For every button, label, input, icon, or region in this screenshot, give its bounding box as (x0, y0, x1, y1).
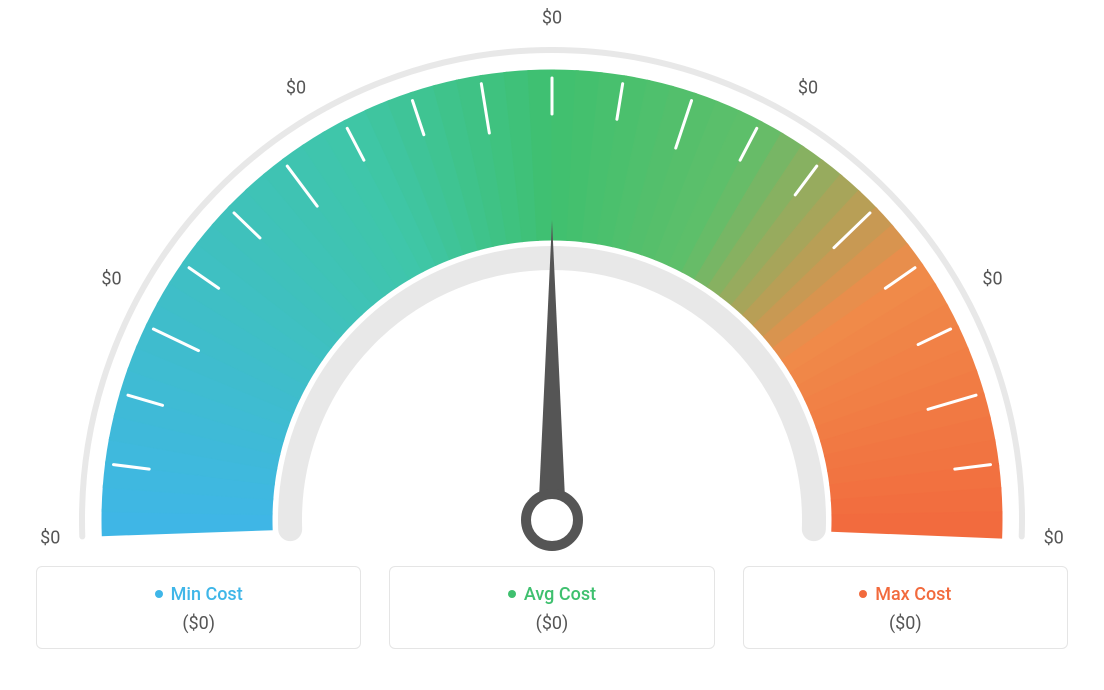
gauge-tick-label: $0 (1044, 527, 1064, 548)
legend-value-max: ($0) (744, 613, 1067, 634)
gauge-tick-label: $0 (798, 78, 818, 99)
legend-card-avg: Avg Cost ($0) (389, 566, 714, 649)
gauge-tick-label: $0 (542, 8, 562, 29)
legend-label-avg: Avg Cost (524, 584, 596, 605)
gauge-tick-label: $0 (982, 269, 1002, 290)
legend-value-avg: ($0) (390, 613, 713, 634)
legend-card-min: Min Cost ($0) (36, 566, 361, 649)
legend-title-min: Min Cost (155, 584, 243, 605)
legend-title-max: Max Cost (859, 584, 951, 605)
legend-title-avg: Avg Cost (508, 584, 596, 605)
gauge-tick-label: $0 (40, 527, 60, 548)
legend-value-min: ($0) (37, 613, 360, 634)
gauge-tick-label: $0 (286, 78, 306, 99)
legend-label-max: Max Cost (875, 584, 951, 605)
gauge-chart: $0 $0 $0 $0 $0 $0 $0 (0, 0, 1104, 560)
gauge-tick-label: $0 (101, 269, 121, 290)
legend-label-min: Min Cost (171, 584, 243, 605)
legend-card-max: Max Cost ($0) (743, 566, 1068, 649)
legend-row: Min Cost ($0) Avg Cost ($0) Max Cost ($0… (0, 566, 1104, 649)
gauge-svg (0, 0, 1104, 560)
